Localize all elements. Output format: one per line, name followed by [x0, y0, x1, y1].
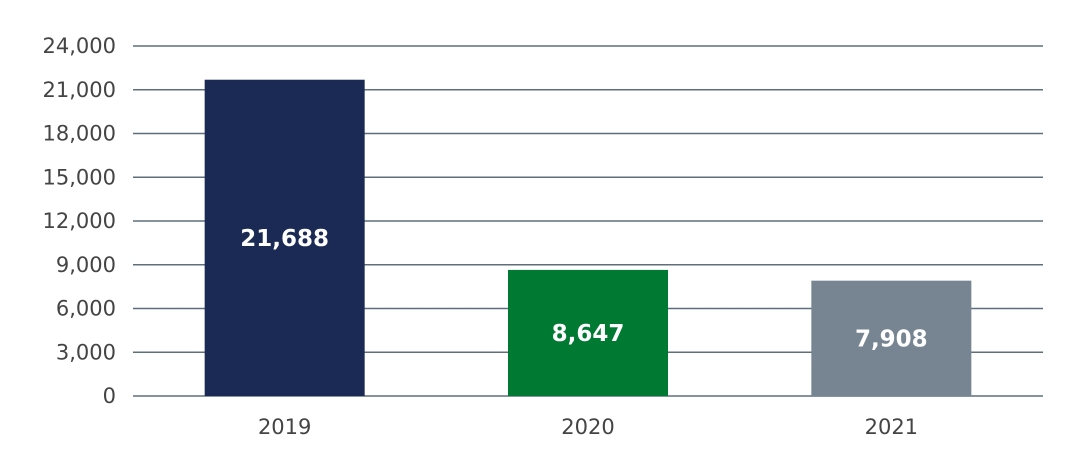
x-axis-ticks: 2019 2020 2021 — [258, 415, 918, 439]
x-tick-label-2019: 2019 — [258, 415, 311, 439]
x-tick-label-2020: 2020 — [561, 415, 614, 439]
bar-2021 — [811, 280, 972, 396]
y-tick-label: 24,000 — [43, 34, 116, 58]
y-axis-ticks: 0 3,000 6,000 9,000 12,000 15,000 18,000 21,000… — [43, 34, 116, 408]
bar-2019 — [204, 79, 365, 396]
data-label-2020: 8,647 — [552, 321, 625, 347]
y-tick-label: 12,000 — [43, 209, 116, 233]
bars — [204, 79, 972, 396]
x-tick-label-2021: 2021 — [865, 415, 918, 439]
y-tick-label: 18,000 — [43, 122, 116, 146]
data-label-2019: 21,688 — [240, 226, 329, 252]
y-tick-label: 0 — [103, 384, 116, 408]
y-tick-label: 15,000 — [43, 165, 116, 189]
data-label-2021: 7,908 — [855, 326, 928, 352]
y-tick-label: 3,000 — [56, 340, 116, 364]
y-tick-label: 6,000 — [56, 297, 116, 321]
bar-2020 — [508, 269, 668, 396]
y-tick-label: 9,000 — [56, 253, 116, 277]
data-labels: 21,688 8,647 7,908 — [240, 226, 927, 352]
y-tick-label: 21,000 — [43, 78, 116, 102]
